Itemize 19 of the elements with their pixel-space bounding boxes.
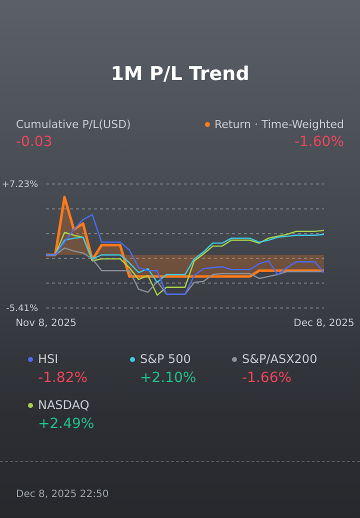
line-series xyxy=(46,214,324,295)
x-tick-label: Dec 8, 2025 xyxy=(294,318,354,329)
text: +2.49% xyxy=(38,416,96,432)
legend-label: S&P 500 xyxy=(139,352,192,366)
text: -0.03 xyxy=(16,134,52,150)
legend-label: Return · Time-Weighted xyxy=(213,118,344,131)
legend-label: HSI xyxy=(37,352,60,366)
text: -1.60% xyxy=(294,134,344,150)
text: -1.66% xyxy=(242,370,293,386)
y-tick-label: -5.41% xyxy=(6,304,38,314)
legend-label: S&P/ASX200 xyxy=(241,352,318,366)
text: Cumulative P/L(USD) xyxy=(16,118,131,131)
text: +2.10% xyxy=(140,370,198,386)
text: Dec 8, 2025 22:50 xyxy=(16,489,109,500)
x-tick-label: Nov 8, 2025 xyxy=(16,318,76,329)
legend-label: NASDAQ xyxy=(37,398,90,412)
chart-title: 1M P/L Trend xyxy=(110,63,250,85)
y-tick-label: +7.23% xyxy=(2,180,38,190)
text: -1.82% xyxy=(38,370,89,386)
